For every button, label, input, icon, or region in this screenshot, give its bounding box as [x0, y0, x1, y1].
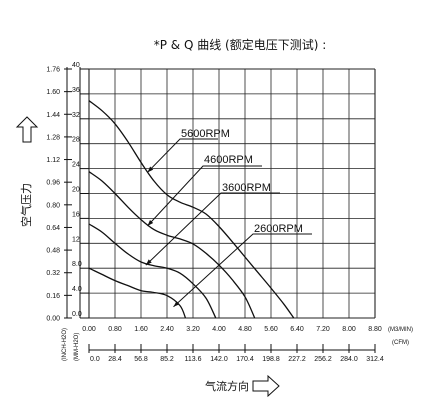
- series-callouts: 5600RPM 4600RPM 3600RPM 2600RPM: [145, 128, 312, 308]
- cfm-tick-label: 198.8: [262, 356, 280, 363]
- cfm-tick-label: 56.8: [134, 356, 148, 363]
- axes: [66, 67, 375, 351]
- series-leader-3: [173, 233, 312, 308]
- series-label-0: 5600RPM: [181, 128, 230, 140]
- y-unit-right: (MM-H2O): [74, 333, 80, 361]
- cfm-tick-label: 284.0: [340, 356, 358, 363]
- cfm-tick-label: 142.0: [210, 356, 228, 363]
- x-tick-label: 1.60: [134, 326, 148, 333]
- y-tick-label-mm: 28: [72, 137, 80, 144]
- y-tick-label-inch: 0.16: [46, 293, 60, 300]
- y-tick-label-inch: 0.80: [46, 202, 60, 209]
- y-tick-label-mm: 16: [72, 211, 80, 218]
- x-unit-primary: (M3/MIN): [388, 327, 413, 333]
- series-arrowhead-2: [145, 259, 152, 266]
- x-tick-label: 3.20: [186, 326, 200, 333]
- cfm-tick-label: 85.2: [160, 356, 174, 363]
- x-ticks: 0.00 0.80 1.60 2.40 3.20 4.00 4.80 5.60 6.40 7.20…: [82, 326, 382, 333]
- y-unit-left: (INCH-H2O): [62, 328, 68, 361]
- x-tick-label: 5.60: [264, 326, 278, 333]
- series-line-0: [88, 100, 295, 319]
- y-tick-label-inch: 0.32: [46, 270, 60, 277]
- y-tick-label-mm: 40: [72, 62, 80, 69]
- series-label-1: 4600RPM: [204, 154, 253, 166]
- series-label-3: 2600RPM: [254, 223, 303, 235]
- x-tick-label: 8.80: [368, 326, 382, 333]
- y-tick-label-inch: 1.28: [46, 134, 60, 141]
- cfm-tick-label: 0.0: [90, 356, 100, 363]
- series-line-1: [88, 171, 256, 319]
- y-tick-label-inch: 0.64: [46, 225, 60, 232]
- chart-title: *P & Q 曲线 (额定电压下测试) :: [154, 37, 327, 52]
- cfm-tick-label: 227.2: [288, 356, 306, 363]
- cfm-ticks: 0.0 28.4 56.8 85.2 113.6 142.0 170.4 198.8 227.2…: [88, 344, 384, 363]
- series-arrowhead-3: [173, 301, 180, 307]
- y-tick-label-mm: 20: [72, 187, 80, 194]
- cfm-tick-label: 113.6: [185, 356, 202, 363]
- series-leader-2: [145, 192, 280, 266]
- right-arrow-icon: [252, 374, 280, 398]
- x-axis-label: 气流方向: [205, 379, 249, 393]
- series-arrowhead-1: [147, 219, 154, 226]
- y-tick-label-inch: 1.60: [46, 89, 60, 96]
- cfm-tick-label: 256.2: [314, 356, 332, 363]
- y-tick-label-inch: 0.48: [46, 248, 60, 255]
- y-tick-label-inch: 1.44: [46, 112, 60, 119]
- y-ticks-mm: 0.0 4.0 8.0 12 16 20 24 28 32 36 40: [72, 62, 89, 319]
- y-axis-label: 空气压力: [19, 183, 33, 227]
- y-tick-label-mm: 0.0: [72, 311, 82, 318]
- cfm-tick-label: 28.4: [108, 356, 122, 363]
- series-line-2: [88, 223, 217, 319]
- y-tick-label-mm: 36: [72, 87, 80, 94]
- x-tick-label: 6.40: [290, 326, 304, 333]
- x-tick-label: 7.20: [316, 326, 330, 333]
- x-tick-label: 0.80: [108, 326, 122, 333]
- y-tick-label-inch: 1.76: [46, 67, 60, 74]
- y-tick-label-mm: 32: [72, 112, 80, 119]
- y-ticks-inch: 0.00 0.16 0.32 0.48 0.64 0.80 0.96 1.12 1.28 1.44…: [46, 67, 72, 323]
- x-unit-secondary: (CFM): [392, 340, 409, 346]
- up-arrow-icon: [15, 116, 39, 143]
- series-arrowhead-0: [147, 166, 154, 173]
- x-tick-label: 2.40: [160, 326, 174, 333]
- x-tick-label: 8.00: [342, 326, 356, 333]
- y-tick-label-inch: 0.96: [46, 180, 60, 187]
- y-tick-label-inch: 0.00: [46, 316, 60, 323]
- y-tick-label-mm: 4.0: [72, 286, 82, 293]
- y-tick-label-inch: 1.12: [46, 157, 60, 164]
- x-tick-label: 4.00: [212, 326, 226, 333]
- x-tick-label: 4.80: [238, 326, 252, 333]
- y-tick-label-mm: 8.0: [72, 261, 82, 268]
- y-tick-label-mm: 24: [72, 162, 80, 169]
- cfm-tick-label: 170.4: [236, 356, 254, 363]
- y-tick-label-mm: 12: [72, 236, 80, 243]
- series-label-2: 3600RPM: [222, 182, 271, 194]
- cfm-tick-label: 312.4: [366, 356, 384, 363]
- series-leader-1: [147, 165, 262, 227]
- series-leader-0: [147, 138, 218, 173]
- x-tick-label: 0.00: [82, 326, 96, 333]
